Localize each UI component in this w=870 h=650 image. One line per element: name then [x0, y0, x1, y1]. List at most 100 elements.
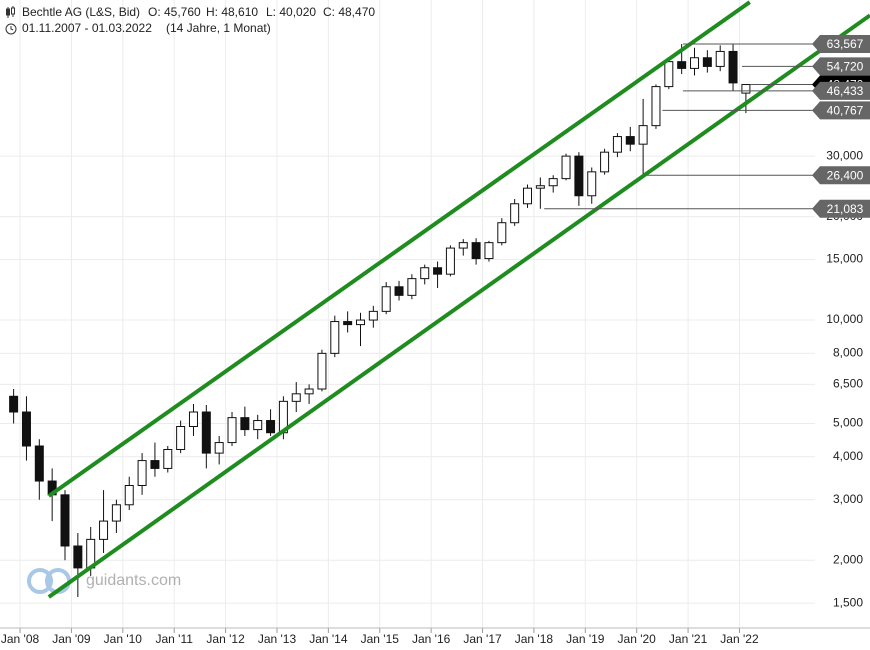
y-tick-label: 8,000 — [833, 346, 863, 360]
y-tick-label: 4,000 — [833, 449, 863, 463]
trend-channel — [47, 13, 870, 599]
ohlc-close: C: 48,470 — [323, 5, 375, 19]
candle-body — [240, 417, 250, 431]
candle-body — [99, 520, 109, 540]
x-tick-label: Jan '11 — [155, 632, 193, 646]
level-tag — [812, 101, 870, 120]
date-range: 01.11.2007 - 01.03.2022 — [22, 21, 152, 35]
y-tick-label: 3,000 — [833, 492, 863, 506]
candle-body — [433, 267, 443, 275]
x-tick-label: Jan '09 — [52, 632, 91, 646]
candle-body — [741, 84, 751, 94]
x-tick-label: Jan '10 — [104, 632, 143, 646]
candle-body — [548, 178, 558, 187]
candle-body — [625, 136, 635, 145]
candle-body — [163, 449, 173, 469]
candle-body — [124, 485, 134, 506]
level-label: 63,567 — [827, 37, 864, 51]
candle-body — [137, 460, 147, 487]
candle-body — [445, 247, 455, 275]
level-label: 21,083 — [827, 202, 864, 216]
candle-body — [21, 411, 31, 447]
candle-body — [600, 151, 610, 173]
candle-body — [34, 445, 44, 482]
watermark-text: guidants.com — [86, 572, 181, 589]
y-tick-label: 5,000 — [833, 416, 863, 430]
level-tag — [812, 166, 870, 185]
candle-body — [330, 321, 340, 354]
candle-body — [343, 321, 353, 326]
candle-body — [407, 278, 417, 296]
candle-body — [201, 411, 211, 454]
candle-body — [291, 393, 301, 402]
candle-body — [690, 57, 700, 69]
candle-body — [728, 50, 738, 84]
clock-icon — [5, 23, 17, 35]
candle-body — [253, 420, 263, 431]
y-tick-label: 30,000 — [826, 148, 863, 162]
candle-body — [420, 267, 430, 280]
y-tick-label: 10,000 — [826, 312, 863, 326]
x-tick-label: Jan '12 — [206, 632, 245, 646]
chart-title: Bechtle AG (L&S, Bid) — [22, 5, 140, 19]
candle-body — [266, 420, 276, 434]
candle-body — [73, 545, 83, 569]
candle-body — [612, 136, 622, 153]
candle-body — [522, 187, 532, 205]
candle-body — [60, 494, 70, 547]
candle-body — [715, 50, 725, 67]
level-tag — [812, 35, 870, 54]
x-tick-label: Jan '13 — [258, 632, 297, 646]
level-label: 26,400 — [827, 168, 864, 182]
candle-body — [304, 388, 314, 395]
level-tag — [812, 199, 870, 218]
candle-body — [651, 86, 661, 127]
ohlc-high: H: 48,610 — [206, 5, 258, 19]
candle-body — [561, 155, 571, 180]
candle-body — [497, 222, 507, 244]
x-tick-label: Jan '08 — [1, 632, 40, 646]
candle-body — [471, 242, 481, 260]
candle-body — [368, 310, 378, 321]
candle-body — [176, 426, 186, 451]
candle-body — [317, 352, 327, 390]
candle-icon — [6, 6, 15, 18]
candle-body — [677, 61, 687, 69]
candle-body — [227, 417, 237, 444]
candle-body — [381, 286, 391, 312]
candle-body — [214, 442, 224, 454]
ohlc-low: L: 40,020 — [266, 5, 316, 19]
candle-body — [702, 57, 712, 67]
candle-body — [638, 125, 648, 145]
candle-body — [664, 61, 674, 88]
candle-body — [484, 242, 494, 260]
candle-body — [188, 411, 198, 428]
level-label: 54,720 — [827, 60, 864, 74]
x-tick-label: Jan '22 — [720, 632, 759, 646]
x-tick-label: Jan '17 — [463, 632, 502, 646]
level-tag — [812, 57, 870, 76]
candle-body — [111, 504, 121, 522]
candle-body — [535, 185, 545, 189]
x-tick-label: Jan '20 — [618, 632, 657, 646]
candle-body — [510, 203, 520, 224]
y-tick-label: 1,500 — [833, 595, 863, 609]
x-tick-label: Jan '14 — [309, 632, 348, 646]
x-tick-label: Jan '21 — [669, 632, 708, 646]
y-tick-label: 15,000 — [826, 252, 863, 266]
candle-body — [587, 171, 597, 197]
candle-body — [394, 286, 404, 296]
level-label: 40,767 — [827, 104, 864, 118]
candle-body — [9, 395, 19, 413]
ohlc-open: O: 45,760 — [148, 5, 201, 19]
x-tick-label: Jan '16 — [412, 632, 451, 646]
candle-body — [458, 242, 468, 249]
x-tick-label: Jan '15 — [361, 632, 400, 646]
candle-body — [150, 460, 160, 469]
duration: (14 Jahre, 1 Monat) — [166, 21, 271, 35]
level-label: 46,433 — [827, 84, 864, 98]
level-tag — [812, 81, 870, 100]
